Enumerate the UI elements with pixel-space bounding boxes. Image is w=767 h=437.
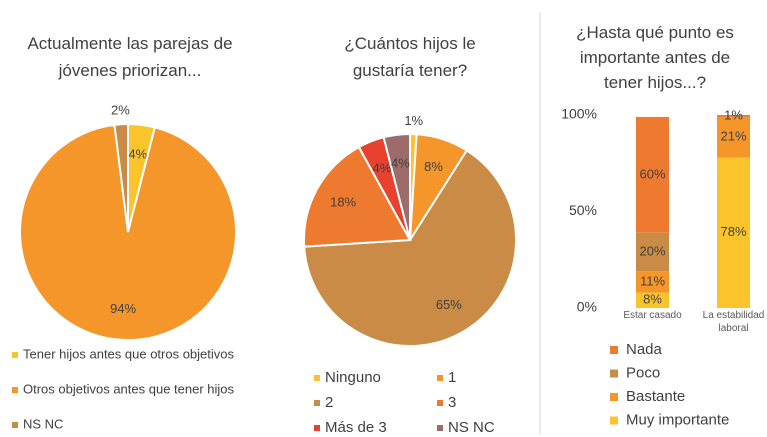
- legend-swatch: [12, 387, 18, 393]
- legend-label: Poco: [626, 364, 660, 381]
- legend-label: 2: [325, 394, 333, 411]
- pie-slice: [19, 123, 237, 341]
- legend-swatch: [610, 346, 618, 354]
- x-tick-label: Estar casado: [623, 310, 682, 321]
- legend-swatch: [437, 425, 443, 431]
- data-label: 2%: [111, 103, 130, 118]
- legend-swatch: [437, 400, 443, 406]
- bar-segment: [636, 271, 669, 293]
- data-label: 11%: [640, 273, 665, 288]
- data-label: 8%: [424, 159, 443, 174]
- data-label: 21%: [720, 129, 746, 144]
- data-label: 20%: [639, 243, 665, 258]
- chart-title: Actualmente las parejas de jóvenes prior…: [27, 34, 233, 80]
- legend-swatch: [12, 422, 18, 428]
- bar-segment: [636, 292, 669, 308]
- legend-swatch: [610, 393, 618, 401]
- legend-label: Muy importante: [626, 411, 729, 428]
- legend-swatch: [314, 375, 320, 381]
- bar-segment: [717, 115, 750, 117]
- bar-segment: [636, 232, 669, 272]
- y-tick-label: 100%: [561, 106, 597, 122]
- data-label: 65%: [436, 297, 462, 312]
- data-label: 18%: [330, 195, 356, 210]
- legend-swatch: [610, 369, 618, 378]
- y-tick-label: 50%: [569, 202, 597, 218]
- legend-swatch: [437, 375, 443, 381]
- x-tick-label: La estabilidad laboral: [702, 310, 765, 334]
- pie-slice: [113, 122, 129, 233]
- data-label: 78%: [720, 224, 746, 239]
- label-box: Estar casado: [623, 310, 682, 321]
- pie-slice: [303, 145, 412, 248]
- legend-label: NS NC: [23, 416, 63, 431]
- title-box: ¿Hasta qué punto es importante antes de …: [576, 23, 734, 92]
- label-box: La estabilidad laboral: [702, 310, 765, 334]
- data-label: 4%: [373, 160, 392, 175]
- chart-title: ¿Cuántos hijos le gustaría tener?: [344, 34, 476, 80]
- legend-label: NS NC: [448, 419, 495, 436]
- legend-swatch: [610, 416, 618, 425]
- title-box: Actualmente las parejas de jóvenes prior…: [27, 34, 233, 80]
- legend-label: Más de 3: [325, 419, 387, 436]
- legend-label: 3: [448, 394, 456, 411]
- legend-swatch: [12, 352, 18, 358]
- bar-segment: [636, 116, 669, 233]
- chart-title: ¿Hasta qué punto es importante antes de …: [576, 23, 734, 92]
- data-label: 8%: [643, 292, 662, 307]
- data-label: 4%: [391, 156, 410, 171]
- data-label: 4%: [128, 146, 147, 161]
- pie-slice: [382, 132, 411, 241]
- legend-label: Otros objetivos antes que tener hijos: [23, 381, 235, 396]
- bar-segment: [717, 157, 750, 308]
- title-box: ¿Cuántos hijos le gustaría tener?: [344, 34, 476, 80]
- y-tick-label: 0%: [577, 299, 597, 315]
- legend-label: Bastante: [626, 388, 685, 405]
- legend-swatch: [314, 400, 320, 406]
- data-label: 60%: [639, 166, 665, 181]
- bar-segment: [717, 116, 750, 158]
- legend-label: 1: [448, 369, 456, 386]
- data-label: 94%: [110, 301, 136, 316]
- data-label: 1%: [404, 113, 423, 128]
- legend-label: Tener hijos antes que otros objetivos: [23, 346, 235, 361]
- data-label: 1%: [724, 107, 743, 122]
- legend-label: Nada: [626, 341, 663, 358]
- legend-label: Ninguno: [325, 369, 381, 386]
- legend-swatch: [314, 425, 320, 431]
- pie-slice: [303, 149, 517, 347]
